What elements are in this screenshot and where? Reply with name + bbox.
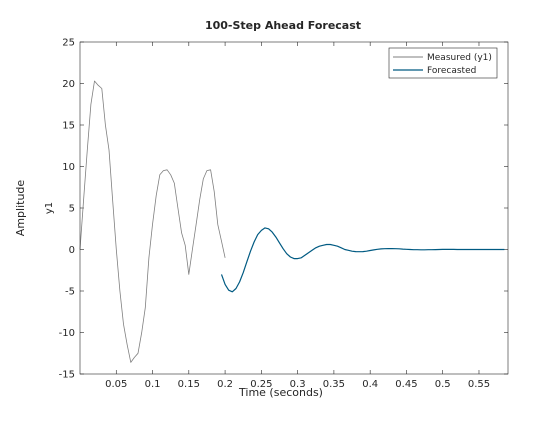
- x-tick-label: 0.25: [250, 379, 272, 390]
- x-tick-label: 0.15: [178, 379, 200, 390]
- y-tick-label: 5: [69, 204, 75, 215]
- x-tick-label: 0.1: [145, 379, 161, 390]
- x-axis-title: Time (seconds): [238, 386, 323, 399]
- x-tick-label: 0.45: [395, 379, 417, 390]
- y-tick-label: -10: [59, 328, 75, 339]
- y-tick-label: 20: [62, 79, 75, 90]
- y-tick-label: -15: [59, 370, 75, 381]
- plot-area: [80, 42, 508, 374]
- y-axis: -15 -10 -5 0 5 10 15 20 25: [59, 38, 508, 381]
- x-tick-label: 0.3: [290, 379, 306, 390]
- x-tick-label: 0.05: [105, 379, 127, 390]
- legend-label-forecasted: Forecasted: [427, 66, 476, 76]
- legend-label-measured: Measured (y1): [427, 53, 492, 63]
- x-tick-label: 0.2: [217, 379, 233, 390]
- x-tick-label: 0.35: [323, 379, 345, 390]
- plot-frame: [79, 41, 509, 375]
- x-axis: 0.05 0.1 0.15 0.2 0.25 0.3 0.35 0.4 0.45 0.5 0.55: [105, 42, 490, 390]
- series-layer: [79, 80, 505, 363]
- y-tick-label: 15: [62, 121, 75, 132]
- chart-title: 100-Step Ahead Forecast: [205, 19, 361, 32]
- legend: Measured (y1) Forecasted: [388, 47, 498, 79]
- y-tick-label: 10: [62, 162, 75, 173]
- x-tick-label: 0.4: [362, 379, 378, 390]
- series-line-measured: [79, 80, 226, 363]
- y-tick-label: 0: [69, 245, 75, 256]
- y-channel-label: y1: [44, 202, 55, 214]
- series-line-forecasted: [220, 227, 505, 293]
- x-tick-label: 0.5: [435, 379, 451, 390]
- legend-box: [388, 47, 498, 79]
- x-tick-label: 0.55: [468, 379, 490, 390]
- y-tick-label: -5: [65, 287, 75, 298]
- y-tick-label: 25: [62, 38, 75, 49]
- y-axis-title: Amplitude: [14, 180, 27, 237]
